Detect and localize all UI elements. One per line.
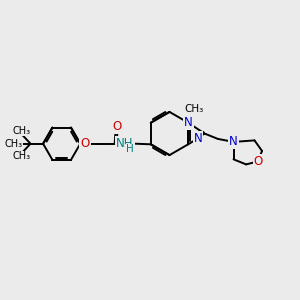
Text: O: O <box>80 137 90 150</box>
Text: CH₃: CH₃ <box>12 126 31 136</box>
Text: O: O <box>113 120 122 133</box>
Text: CH₃: CH₃ <box>12 151 31 161</box>
Text: O: O <box>254 155 263 168</box>
Text: NH: NH <box>116 137 134 150</box>
Text: N: N <box>194 132 203 145</box>
Text: N: N <box>229 135 238 148</box>
Text: N: N <box>184 116 193 129</box>
Text: N: N <box>229 135 238 148</box>
Text: H: H <box>126 144 134 154</box>
Text: CH₃: CH₃ <box>4 139 23 149</box>
Text: CH₃: CH₃ <box>184 104 203 114</box>
